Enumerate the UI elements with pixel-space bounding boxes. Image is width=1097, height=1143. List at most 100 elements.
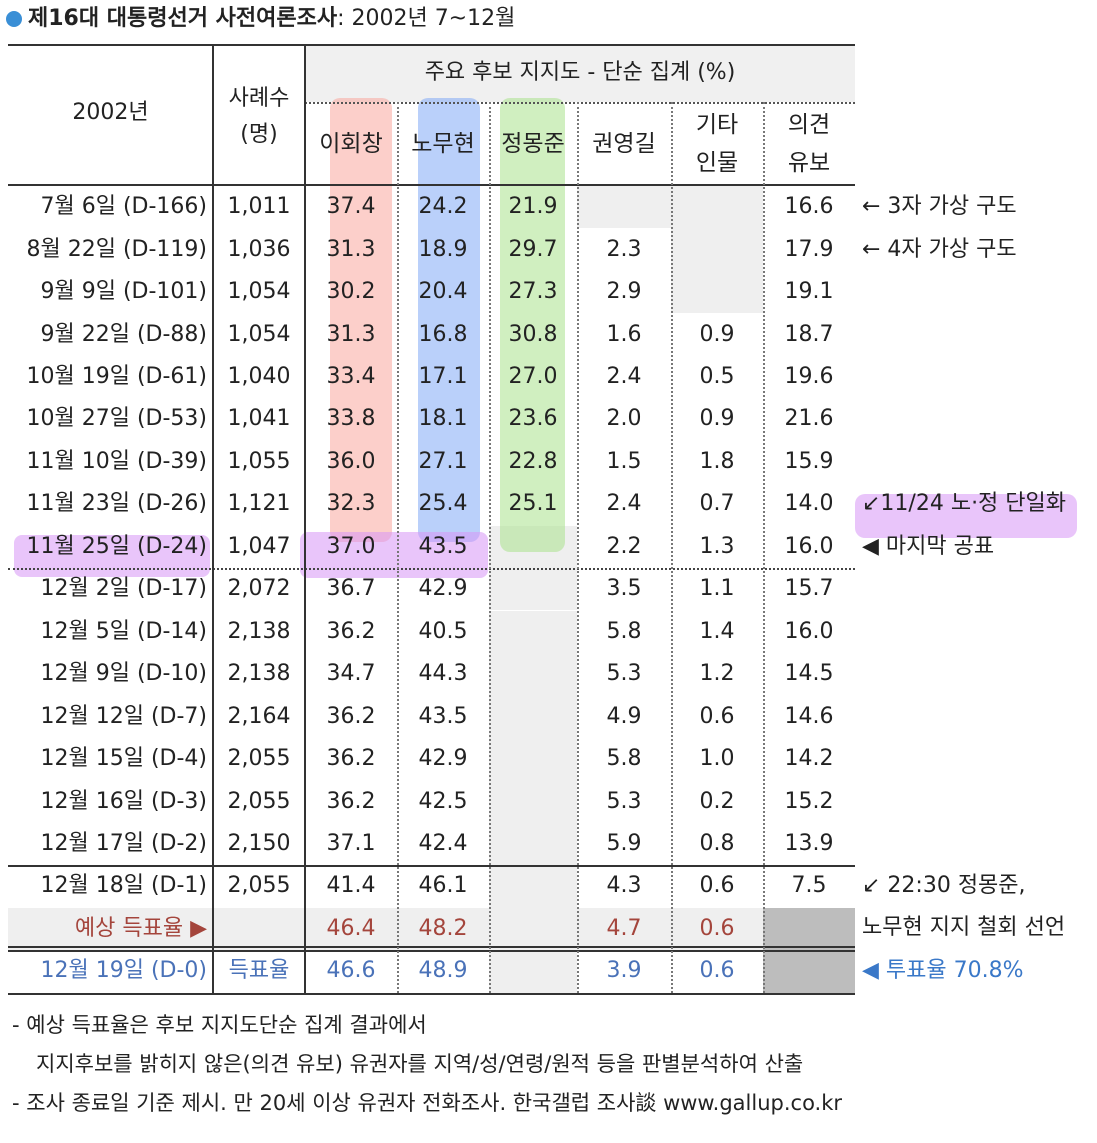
cell-value: 5.8 — [606, 618, 642, 644]
cell-value: 16.6 — [784, 194, 834, 220]
row-sample: 2,138 — [227, 618, 291, 644]
blank-cell — [577, 186, 671, 229]
cell-value: 42.9 — [418, 746, 468, 772]
column-rule — [763, 102, 765, 993]
rule — [8, 44, 855, 46]
header-column: 이회창 — [319, 131, 383, 157]
row-date: 7월 6일 (D-166) — [40, 194, 208, 220]
cell-value: 18.1 — [418, 406, 468, 432]
cell-value: 43.5 — [418, 533, 468, 559]
cell-value: 36.2 — [326, 703, 376, 729]
cell-value: 21.6 — [784, 406, 834, 432]
rule — [8, 568, 855, 571]
cell-value: 21.9 — [508, 194, 558, 220]
blank-cell — [763, 950, 855, 993]
row-sample: 2,055 — [227, 873, 291, 899]
cell-value: 14.0 — [784, 491, 834, 517]
cell-value: 37.0 — [326, 533, 376, 559]
row-date: 11월 25일 (D-24) — [26, 533, 208, 559]
blank-cell — [489, 822, 577, 866]
row-sample: 1,040 — [227, 364, 291, 390]
row-sample: 1,036 — [227, 236, 291, 262]
cell-value: 0.9 — [699, 321, 735, 347]
footnote: 지지후보를 밝히지 않은(의견 유보) 유권자를 지역/성/연령/원적 등을 판… — [36, 1052, 804, 1076]
blank-cell — [489, 950, 577, 993]
cell-value: 5.9 — [606, 830, 642, 856]
cell-value: 0.7 — [699, 491, 735, 517]
blank-cell — [489, 610, 577, 653]
cell-value: 48.9 — [418, 958, 468, 984]
row-sample: 2,150 — [227, 830, 291, 856]
highlight-blue — [418, 98, 480, 542]
header-period: 2002년 — [72, 100, 149, 125]
column-rule — [212, 46, 214, 993]
row-date: 예상 득표율 ▶ — [74, 915, 207, 941]
title-period: : 2002년 7~12월 — [337, 6, 516, 31]
row-date: 10월 19일 (D-61) — [26, 364, 208, 390]
column-rule — [397, 102, 399, 993]
cell-value: 46.6 — [326, 958, 376, 984]
blank-cell — [671, 186, 763, 229]
row-sample: 득표율 — [228, 958, 290, 984]
header-column: 의견 — [787, 112, 831, 138]
cell-value: 2.0 — [606, 406, 642, 432]
header-column: 유보 — [787, 150, 831, 176]
cell-value: 19.1 — [784, 279, 834, 305]
cell-value: 32.3 — [326, 491, 376, 517]
highlight-purple — [855, 494, 1077, 538]
row-sample: 1,047 — [227, 533, 291, 559]
row-date: 12월 16일 (D-3) — [40, 788, 208, 814]
cell-value: 20.4 — [418, 279, 468, 305]
cell-value: 33.8 — [326, 406, 376, 432]
rule — [8, 946, 855, 953]
blank-cell — [489, 737, 577, 781]
row-sample: 2,164 — [227, 703, 291, 729]
cell-value: 18.7 — [784, 321, 834, 347]
row-sample: 1,121 — [227, 491, 291, 517]
row-sample: 2,138 — [227, 661, 291, 687]
blank-cell — [489, 865, 577, 908]
cell-value: 0.6 — [699, 703, 735, 729]
column-rule — [577, 102, 579, 993]
cell-value: 18.9 — [418, 236, 468, 262]
header-column: 노무현 — [411, 131, 475, 157]
row-date: 12월 19일 (D-0) — [40, 958, 208, 984]
cell-value: 2.9 — [606, 279, 642, 305]
cell-value: 42.9 — [418, 576, 468, 602]
cell-value: 14.6 — [784, 703, 834, 729]
blank-cell — [489, 695, 577, 738]
footnote: - 조사 종료일 기준 제시. 만 20세 이상 유권자 전화조사. 한국갤럽 … — [12, 1091, 843, 1115]
cell-value: 14.5 — [784, 661, 834, 687]
title-main: 제16대 대통령선거 사전여론조사 — [28, 6, 338, 31]
cell-value: 36.7 — [326, 576, 376, 602]
row-date: 10월 27일 (D-53) — [26, 406, 208, 432]
cell-value: 36.0 — [326, 448, 376, 474]
cell-value: 22.8 — [508, 448, 558, 474]
row-sample: 1,055 — [227, 448, 291, 474]
cell-value: 46.4 — [326, 915, 376, 941]
cell-value: 16.0 — [784, 533, 834, 559]
cell-value: 13.9 — [784, 830, 834, 856]
cell-value: 34.7 — [326, 661, 376, 687]
cell-value: 2.4 — [606, 364, 642, 390]
cell-value: 37.1 — [326, 830, 376, 856]
cell-value: 0.6 — [699, 915, 735, 941]
cell-value: 17.9 — [784, 236, 834, 262]
cell-value: 4.9 — [606, 703, 642, 729]
cell-value: 33.4 — [326, 364, 376, 390]
row-date: 12월 9일 (D-10) — [40, 661, 208, 687]
cell-value: 2.4 — [606, 491, 642, 517]
header-column: 기타 — [695, 112, 739, 138]
cell-value: 41.4 — [326, 873, 376, 899]
blank-cell — [763, 907, 855, 951]
row-sample: 1,054 — [227, 279, 291, 305]
blank-cell — [489, 568, 577, 611]
row-sample: 2,055 — [227, 788, 291, 814]
cell-value: 31.3 — [326, 236, 376, 262]
cell-value: 2.3 — [606, 236, 642, 262]
blank-cell — [489, 907, 577, 951]
cell-value: 0.9 — [699, 406, 735, 432]
bullet — [6, 11, 22, 27]
title: 제16대 대통령선거 사전여론조사: 2002년 7~12월 — [28, 6, 515, 32]
cell-value: 19.6 — [784, 364, 834, 390]
